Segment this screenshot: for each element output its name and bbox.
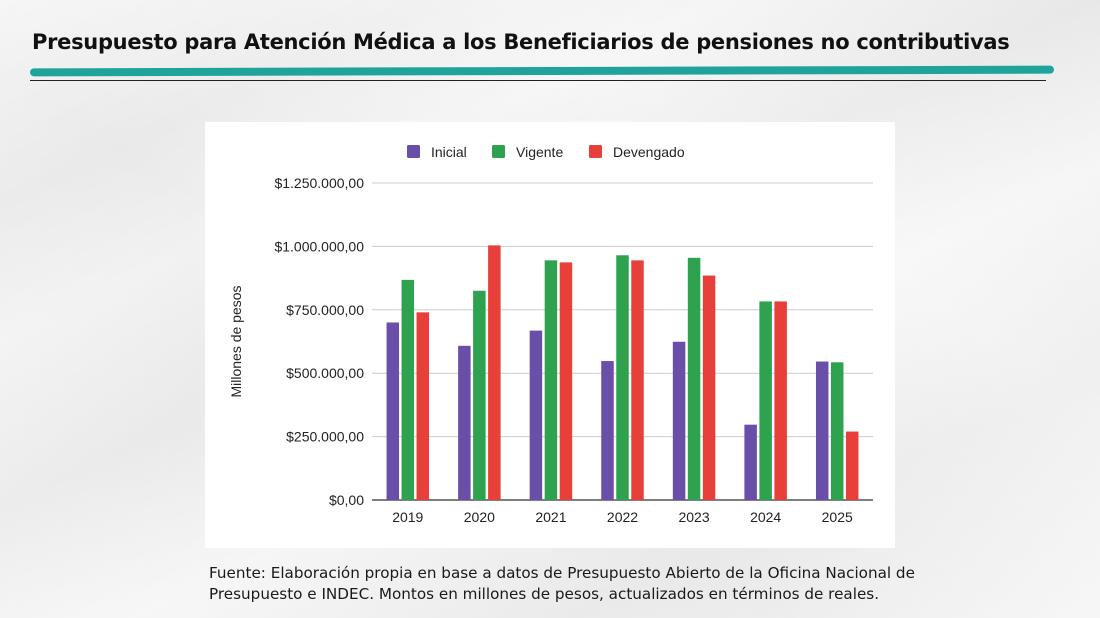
legend-swatch-vigente	[492, 145, 505, 158]
bar-devengado-2021	[559, 262, 573, 500]
bar-devengado-2023	[702, 275, 716, 500]
y-tick-label: $250.000,00	[286, 429, 364, 445]
x-tick-label: 2019	[392, 509, 423, 525]
bar-devengado-2024	[774, 301, 787, 500]
y-tick-label: $500.000,00	[286, 365, 364, 381]
bar-inicial-2022	[601, 361, 614, 500]
source-note: Fuente: Elaboración propia en base a dat…	[209, 564, 915, 603]
bar-inicial-2023	[672, 341, 686, 500]
bar-inicial-2020	[458, 345, 471, 500]
x-tick-label: 2024	[750, 509, 781, 525]
bar-devengado-2022	[631, 260, 644, 500]
page-title: Presupuesto para Atención Médica a los B…	[32, 30, 1010, 54]
legend-label-inicial: Inicial	[431, 144, 467, 160]
bar-vigente-2019	[401, 279, 415, 500]
bar-chart: $0,00 $250.000,00 $500.000,00 $750.000,00 $1…	[228, 144, 873, 525]
x-tick-label: 2021	[535, 509, 566, 525]
chart-card: $0,00 $250.000,00 $500.000,00 $750.000,00 $1…	[205, 122, 895, 548]
x-tick-label: 2020	[464, 509, 495, 525]
bar-inicial-2021	[529, 330, 543, 500]
bar-inicial-2019	[386, 322, 400, 500]
bar-vigente-2025	[830, 362, 844, 500]
bar-devengado-2020	[488, 245, 501, 500]
y-axis-title: Millones de pesos	[228, 285, 244, 397]
legend-swatch-inicial	[407, 145, 420, 158]
x-tick-label: 2023	[678, 509, 709, 525]
legend-swatch-devengado	[589, 145, 602, 158]
bar-inicial-2024	[744, 424, 757, 500]
y-tick-label: $1.000.000,00	[274, 238, 364, 254]
bar-vigente-2023	[687, 257, 701, 500]
legend-label-vigente: Vigente	[516, 144, 563, 160]
y-tick-label: $1.250.000,00	[274, 175, 364, 191]
x-tick-label: 2022	[607, 509, 638, 525]
bar-devengado-2019	[416, 312, 430, 500]
x-tick-label: 2025	[822, 509, 853, 525]
bar-vigente-2021	[544, 260, 558, 500]
bar-vigente-2024	[759, 301, 772, 500]
legend-label-devengado: Devengado	[613, 144, 685, 160]
bar-vigente-2020	[473, 290, 486, 500]
bar-devengado-2025	[845, 431, 859, 500]
y-tick-label: $750.000,00	[286, 302, 364, 318]
bar-vigente-2022	[616, 255, 629, 500]
y-tick-label: $0,00	[329, 492, 364, 508]
bar-inicial-2025	[815, 361, 829, 500]
title-underline	[30, 65, 1054, 77]
title-rule	[30, 80, 1046, 81]
